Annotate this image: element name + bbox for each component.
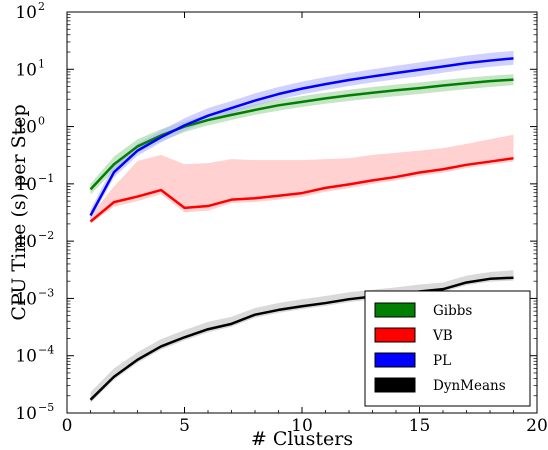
- legend-label-pl: PL: [433, 353, 451, 369]
- x-tick-label: 0: [62, 416, 73, 436]
- y-tick-exponent: 1: [38, 57, 45, 70]
- y-tick-label: 10: [15, 175, 37, 195]
- vb-band: [90, 134, 514, 224]
- x-tick-label: 10: [291, 416, 313, 436]
- y-tick-label: 10: [15, 118, 37, 138]
- x-axis-label: # Clusters: [251, 428, 353, 450]
- legend-label-gibbs: Gibbs: [433, 303, 472, 319]
- legend-swatch-vb: [374, 327, 416, 343]
- gibbs-line: [89, 78, 514, 191]
- x-tick-label: 5: [179, 416, 190, 436]
- y-tick-exponent: 0: [38, 115, 45, 128]
- y-tick-label: 10: [15, 60, 37, 80]
- x-tick-label: 15: [409, 416, 431, 436]
- legend: Gibbs VB PL DynMeans: [364, 290, 531, 407]
- y-axis-label: CPU Time (s) per Step: [8, 104, 30, 320]
- y-tick-label: 10: [15, 347, 37, 367]
- dynmeans-band: [90, 270, 514, 403]
- y-tick-exponent: −3: [38, 286, 54, 299]
- x-tick-label: 20: [526, 416, 548, 436]
- y-tick-exponent: −2: [38, 229, 54, 242]
- legend-swatch-dynmeans: [374, 377, 416, 393]
- legend-label-dynmeans: DynMeans: [433, 378, 506, 394]
- y-tick-label: 10: [15, 404, 37, 424]
- legend-swatch-gibbs: [374, 302, 416, 318]
- pl-band: [90, 50, 514, 220]
- legend-label-vb: VB: [432, 328, 453, 344]
- y-tick-exponent: −1: [38, 172, 54, 185]
- y-tick-exponent: −4: [38, 344, 54, 357]
- confidence-bands: [90, 50, 514, 403]
- x-axis-ticks: 0 5 10 15 20: [62, 12, 548, 436]
- dynmeans-line: [89, 276, 514, 401]
- y-tick-label: 10: [15, 3, 37, 23]
- y-tick-exponent: 2: [38, 0, 45, 13]
- pl-line: [89, 57, 514, 217]
- y-tick-label: 10: [15, 289, 37, 309]
- series-lines: [89, 57, 514, 401]
- vb-line: [89, 157, 514, 223]
- y-tick-label: 10: [15, 232, 37, 252]
- legend-swatch-pl: [374, 352, 416, 368]
- y-tick-exponent: −5: [38, 401, 54, 414]
